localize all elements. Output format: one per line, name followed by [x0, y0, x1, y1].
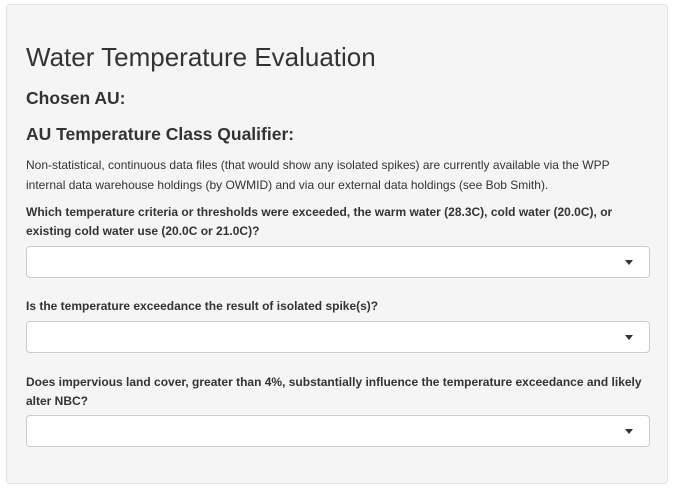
chevron-down-icon — [625, 429, 633, 434]
question-isolated-spikes-label: Is the temperature exceedance the result… — [26, 299, 379, 313]
criteria-exceeded-select[interactable] — [26, 246, 650, 278]
chevron-down-icon — [625, 260, 633, 265]
question-criteria-exceeded-label: Which temperature criteria or thresholds… — [26, 205, 613, 238]
question-impervious-cover-label: Does impervious land cover, greater than… — [26, 375, 642, 408]
chosen-au-heading: Chosen AU: — [26, 88, 126, 108]
impervious-cover-select[interactable] — [26, 415, 650, 447]
data-availability-note: Non-statistical, continuous data files (… — [26, 158, 610, 192]
page-title: Water Temperature Evaluation — [26, 42, 376, 72]
isolated-spikes-select[interactable] — [26, 321, 650, 353]
qualifier-heading: AU Temperature Class Qualifier: — [26, 124, 295, 144]
evaluation-panel: Water Temperature Evaluation Chosen AU: … — [6, 4, 668, 484]
chevron-down-icon — [625, 335, 633, 340]
